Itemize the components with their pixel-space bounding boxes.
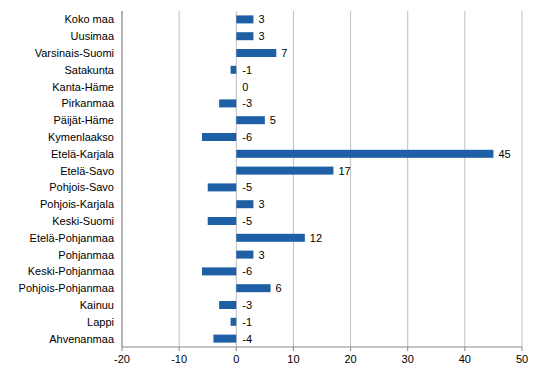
category-label: Keski-Suomi [52, 215, 114, 227]
bar [236, 49, 276, 57]
bar [236, 116, 265, 124]
category-label: Kymenlaakso [48, 131, 114, 143]
bar [236, 15, 253, 23]
category-label: Pohjois-Pohjanmaa [19, 282, 115, 294]
data-label: -6 [242, 265, 252, 277]
data-label: 0 [242, 81, 248, 93]
bar [236, 83, 237, 91]
tick-label: 40 [459, 353, 471, 365]
category-label: Etelä-Pohjanmaa [30, 232, 115, 244]
tick [236, 347, 237, 351]
data-label: 17 [338, 165, 350, 177]
grid-line [407, 11, 408, 347]
category-label: Keski-Pohjanmaa [28, 265, 115, 277]
bar [219, 99, 236, 107]
grid-line [464, 11, 465, 347]
tick [122, 347, 123, 351]
category-label: Etelä-Karjala [51, 148, 115, 160]
category-label: Uusimaa [71, 30, 115, 42]
grid-line [293, 11, 294, 347]
category-label: Koko maa [64, 13, 114, 25]
data-label: -4 [242, 333, 252, 345]
bar [208, 183, 237, 191]
category-label: Pohjois-Savo [49, 181, 114, 193]
tick-label: 20 [344, 353, 356, 365]
data-label: -3 [242, 97, 252, 109]
bar [231, 66, 237, 74]
bar [219, 301, 236, 309]
data-label: 3 [258, 30, 264, 42]
category-label: Pirkanmaa [61, 97, 114, 109]
tick [522, 347, 523, 351]
tick [464, 347, 465, 351]
bar [236, 167, 333, 175]
category-label: Lappi [87, 316, 114, 328]
category-label: Pohjois-Karjala [40, 198, 115, 210]
tick-label: 30 [402, 353, 414, 365]
bar [202, 133, 236, 141]
tick-label: 0 [233, 353, 239, 365]
data-label: -6 [242, 131, 252, 143]
tick [407, 347, 408, 351]
tick-label: -10 [171, 353, 187, 365]
data-label: 3 [258, 249, 264, 261]
bar [236, 284, 270, 292]
bar [236, 150, 493, 158]
bar [231, 318, 237, 326]
data-label: 6 [276, 282, 282, 294]
data-label: -3 [242, 299, 252, 311]
data-label: -5 [242, 215, 252, 227]
data-label: 45 [498, 148, 510, 160]
tick [179, 347, 180, 351]
bar [208, 217, 237, 225]
category-label: Ahvenanmaa [49, 333, 115, 345]
grid-line [179, 11, 180, 347]
tick [350, 347, 351, 351]
data-label: -5 [242, 181, 252, 193]
bars [202, 15, 493, 342]
bar [236, 234, 305, 242]
tick-label: 50 [516, 353, 528, 365]
data-label: 5 [270, 114, 276, 126]
tick-label: -20 [114, 353, 130, 365]
bar [236, 200, 253, 208]
data-label: 3 [258, 13, 264, 25]
data-label: 12 [310, 232, 322, 244]
data-label: -1 [242, 316, 252, 328]
data-label: -1 [242, 64, 252, 76]
grid-line [350, 11, 351, 347]
bar [236, 251, 253, 259]
chart: -20-1001020304050Koko maaUusimaaVarsinai… [0, 0, 546, 376]
category-label: Kainuu [80, 299, 114, 311]
bar [213, 335, 236, 343]
category-label: Varsinais-Suomi [35, 47, 114, 59]
category-label: Pohjanmaa [58, 249, 115, 261]
category-label: Kanta-Häme [52, 81, 114, 93]
bar [236, 32, 253, 40]
grid-line [236, 11, 237, 347]
tick-label: 10 [287, 353, 299, 365]
category-label: Satakunta [64, 64, 114, 76]
category-label: Etelä-Savo [60, 165, 114, 177]
tick [293, 347, 294, 351]
grid-line [522, 11, 523, 347]
bar [202, 267, 236, 275]
category-label: Päijät-Häme [53, 114, 114, 126]
data-label: 7 [281, 47, 287, 59]
x-axis [122, 347, 522, 348]
y-axis [122, 11, 123, 347]
data-label: 3 [258, 198, 264, 210]
grid-line [122, 11, 123, 347]
